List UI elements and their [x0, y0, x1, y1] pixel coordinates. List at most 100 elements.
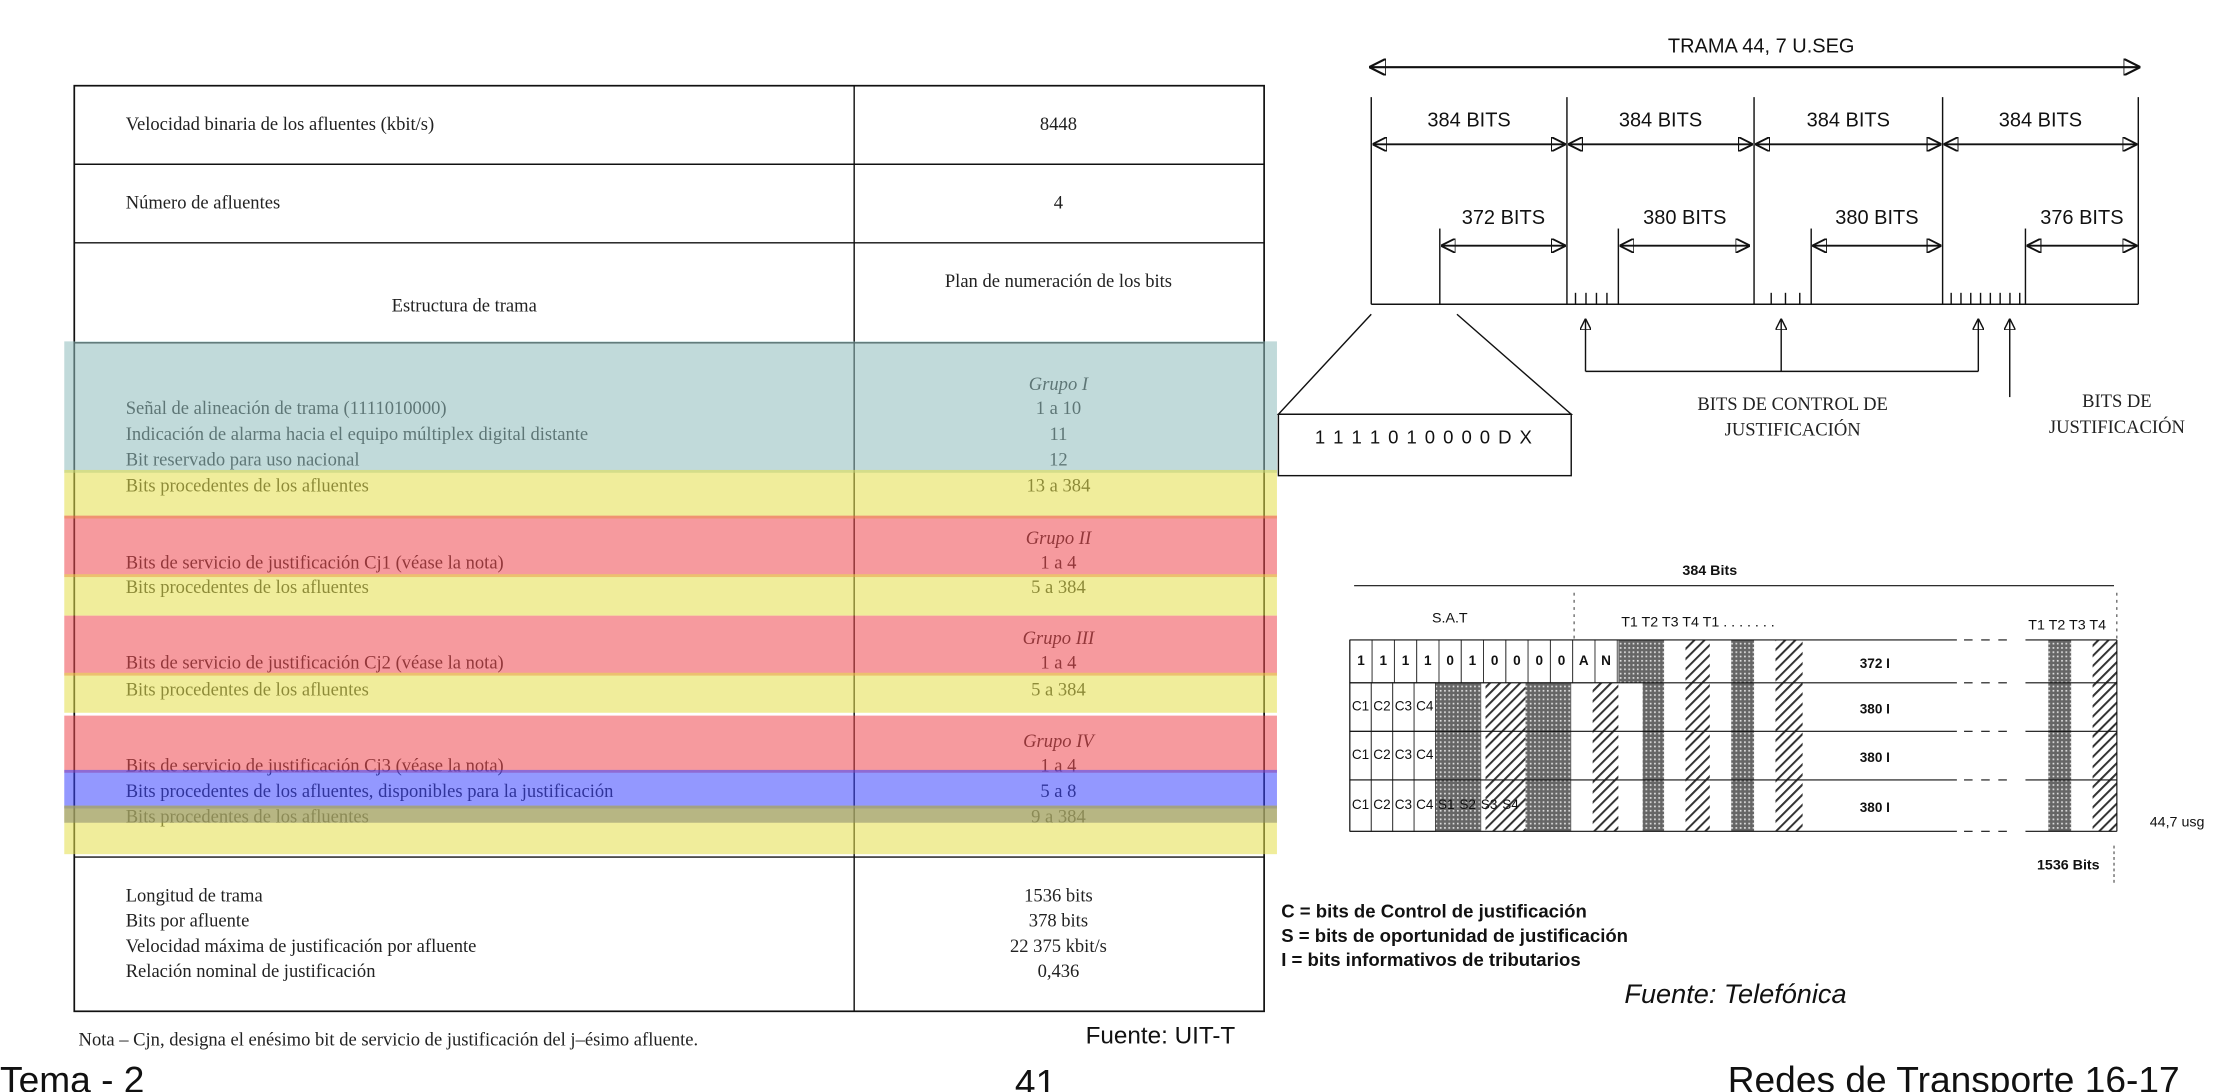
- bit-label: C4: [1416, 797, 1434, 812]
- bit-block: [1435, 682, 1482, 732]
- note: Nota – Cjn, designa el enésimo bit de se…: [79, 1030, 699, 1051]
- footer-right: Redes de Transporte 16-17: [1728, 1059, 2180, 1092]
- segment-label: 384 BITS: [1807, 110, 1890, 132]
- summary-value: 378 bits: [1029, 911, 1088, 932]
- bit-label: C4: [1416, 747, 1434, 762]
- bit-block: [1485, 682, 1526, 732]
- bit-label: C3: [1395, 699, 1412, 714]
- bit-block: [1731, 639, 1755, 683]
- bit-block: [1592, 682, 1619, 732]
- highlight: [64, 715, 1277, 773]
- bit-block: [1685, 779, 1710, 832]
- highlight: [64, 341, 1277, 473]
- bit-label: C1: [1352, 797, 1369, 812]
- highlight: [64, 574, 1277, 616]
- bit-block: [2092, 731, 2117, 780]
- bit-label: C2: [1373, 747, 1390, 762]
- bit-label: 1: [1469, 653, 1477, 668]
- info-label: 380 I: [1860, 750, 1890, 765]
- highlight: [64, 769, 1277, 809]
- highlight: [64, 672, 1277, 713]
- bit-block: [1525, 779, 1572, 832]
- bit-block: [1435, 731, 1482, 780]
- bit-block: [1485, 731, 1526, 780]
- row-value: 4: [1054, 193, 1063, 214]
- source: Fuente: UIT-T: [1086, 1022, 1236, 1049]
- bit-label: 1: [1402, 653, 1410, 668]
- bit-label: C3: [1395, 797, 1412, 812]
- tributaries-label: T1 T2 T3 T4 T1 . . . . . . .: [1621, 615, 1775, 631]
- bit-block: [1642, 779, 1665, 832]
- bit-block: [1775, 731, 1803, 780]
- summary-label: Relación nominal de justificación: [126, 961, 376, 982]
- row-label: Estructura de trama: [392, 295, 537, 316]
- legend-line: S = bits de oportunidad de justificación: [1281, 925, 1628, 946]
- bit-block: [2048, 731, 2072, 780]
- bit-block: [1775, 639, 1803, 683]
- table: Velocidad binaria de los afluentes (kbit…: [64, 84, 1277, 1051]
- bit-label: C1: [1352, 747, 1369, 762]
- payload-label: 380 BITS: [1643, 207, 1726, 229]
- info-label: 380 I: [1860, 701, 1890, 716]
- bit-block: [1775, 779, 1803, 832]
- bit-label: 1: [1424, 653, 1432, 668]
- bit-block: [1685, 682, 1710, 732]
- footer: Tema - 2 41 Redes de Transporte 16-17: [0, 1059, 2180, 1092]
- bit-label: C2: [1373, 699, 1390, 714]
- bit-block: [1731, 779, 1755, 832]
- source: Fuente: Telefónica: [1624, 978, 1846, 1009]
- summary-label: Bits por afluente: [126, 911, 250, 932]
- bit-label: 1: [1379, 653, 1387, 668]
- bit-block: [1731, 731, 1755, 780]
- summary-value: 22 375 kbit/s: [1010, 936, 1107, 957]
- bit-block: [1685, 731, 1710, 780]
- bit-label: C1: [1352, 699, 1369, 714]
- payload-label: 372 BITS: [1462, 207, 1545, 229]
- bit-block: [1775, 682, 1803, 732]
- bit-label: 0: [1513, 653, 1521, 668]
- bit-label: S3: [1481, 797, 1498, 812]
- duration: 44,7 usg: [2150, 815, 2205, 831]
- bit-label: 0: [1491, 653, 1499, 668]
- row-label: Número de afluentes: [126, 193, 281, 214]
- bit-label: C2: [1373, 797, 1390, 812]
- info-label: 380 I: [1860, 800, 1890, 815]
- bit-block: [1592, 779, 1619, 832]
- row-label: Velocidad binaria de los afluentes (kbit…: [126, 114, 435, 135]
- alignment-word: 1 1 1 1 0 1 0 0 0 0 D X: [1315, 426, 1533, 447]
- bit-block: [2048, 779, 2072, 832]
- bit-label: 0: [1558, 653, 1566, 668]
- zoom-lines: [1276, 313, 1574, 415]
- bit-label: S2: [1459, 797, 1476, 812]
- bit-label: S1: [1438, 797, 1455, 812]
- bit-label: C3: [1395, 747, 1412, 762]
- highlight: [64, 469, 1277, 519]
- footer-left: Tema - 2: [0, 1059, 144, 1092]
- alignment-box: [1277, 413, 1572, 477]
- control-label: BITS DE CONTROL DE: [1697, 394, 1887, 415]
- legend-line: C = bits de Control de justificación: [1281, 901, 1587, 922]
- bit-block: [1642, 731, 1665, 780]
- summary-value: 0,436: [1038, 961, 1080, 982]
- row-value: Plan de numeración de los bits: [945, 271, 1172, 292]
- bit-label: 0: [1535, 653, 1543, 668]
- bit-block: [2092, 779, 2117, 832]
- sat-label: S.A.T: [1432, 610, 1468, 626]
- bit-block: [1618, 639, 1665, 683]
- frame-matrix: 384 Bits S.A.T T1 T2 T3 T4 T1 . . . . . . …: [1281, 563, 2204, 1009]
- summary-label: Longitud de trama: [126, 885, 263, 906]
- highlight: [64, 805, 1277, 823]
- bit-label: S4: [1502, 797, 1519, 812]
- bit-block: [1592, 731, 1619, 780]
- segment-label: 384 BITS: [1427, 110, 1510, 132]
- segment-label: 384 BITS: [1619, 110, 1702, 132]
- summary-value: 1536 bits: [1024, 885, 1093, 906]
- highlight: [64, 515, 1277, 578]
- payload-label: 380 BITS: [1835, 207, 1918, 229]
- bit-block: [2092, 639, 2117, 683]
- bit-block: [1525, 682, 1572, 732]
- bit-block: [2048, 639, 2072, 683]
- bit-block: [1685, 639, 1710, 683]
- page-number: 41: [1015, 1061, 1056, 1092]
